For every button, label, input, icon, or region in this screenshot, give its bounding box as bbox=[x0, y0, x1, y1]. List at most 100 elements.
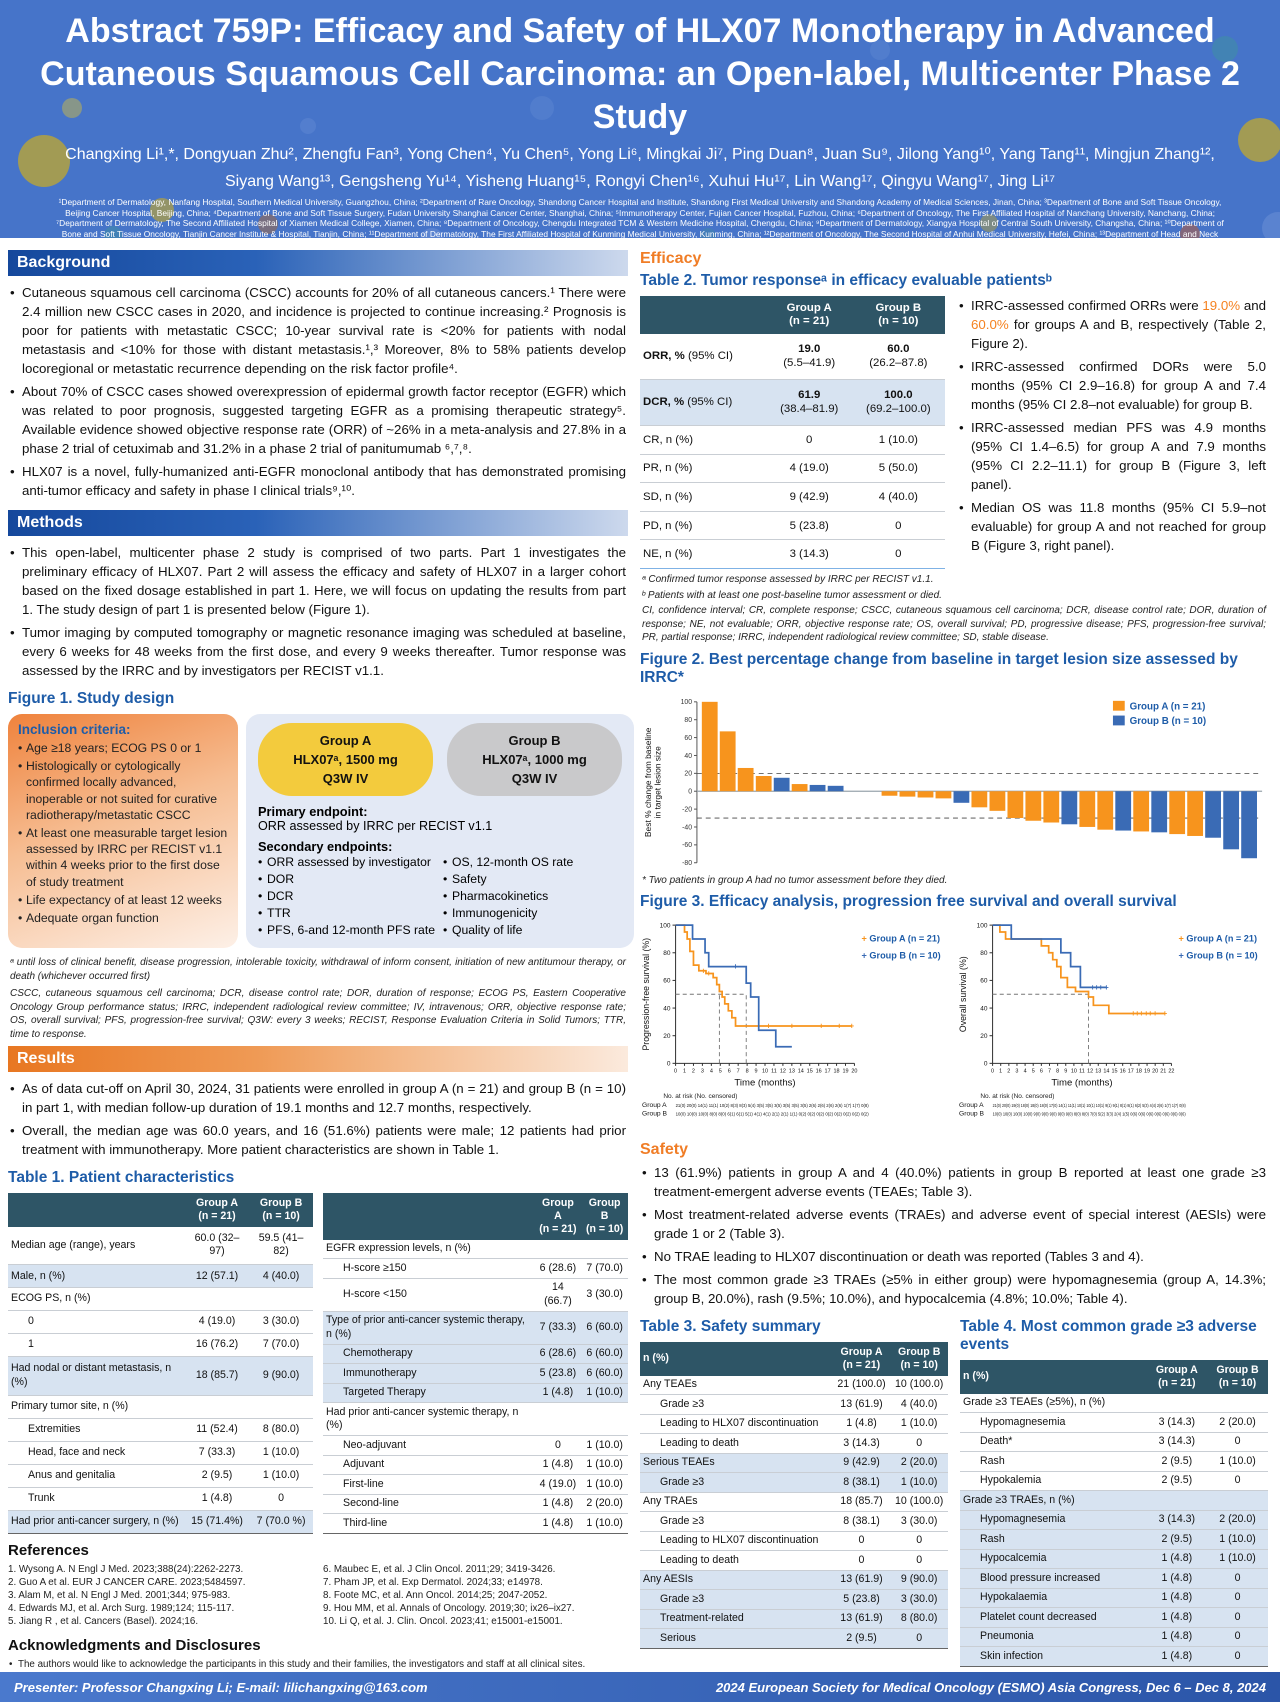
bullet-item: IRRC-assessed median PFS was 4.9 months … bbox=[959, 418, 1266, 494]
svg-text:+: + bbox=[1098, 983, 1103, 992]
safety-tables: Table 3. Safety summary n (%) Group A (n =… bbox=[640, 1318, 1268, 1672]
table-row: Targeted Therapy 1 (4.8) 1 (10.0) bbox=[323, 1383, 628, 1404]
value-cell: 13 (61.9) bbox=[832, 1394, 891, 1415]
value-cell: 8 (80.0) bbox=[890, 1609, 948, 1630]
decorative-dot bbox=[420, 228, 444, 238]
value-cell: 0 bbox=[851, 511, 945, 541]
table-row: Platelet count decreased 1 (4.8) 0 bbox=[960, 1607, 1268, 1628]
svg-text:11: 11 bbox=[1079, 1069, 1085, 1075]
decorative-dot bbox=[104, 226, 122, 238]
table-body: Any TEAEs 21 (100.0) 10 (100.0) Grade ≥3 13 … bbox=[640, 1375, 948, 1649]
median-guides bbox=[992, 993, 1089, 1064]
svg-text:-40: -40 bbox=[682, 824, 692, 831]
value-bold: 19.0 bbox=[798, 343, 821, 356]
column-header: Group B (n = 10) bbox=[1207, 1359, 1268, 1394]
row-label: Second-line bbox=[323, 1494, 535, 1515]
inclusion-criteria-box: Inclusion criteria: Age ≥18 years; ECOG … bbox=[8, 714, 238, 948]
svg-text:17: 17 bbox=[825, 1069, 831, 1075]
value-cell: 6 (60.0) bbox=[581, 1363, 628, 1384]
value-cell: 0 bbox=[766, 425, 852, 455]
svg-text:2: 2 bbox=[692, 1069, 695, 1075]
poster-body: Background Cutaneous squamous cell carci… bbox=[0, 238, 1280, 1672]
row-label: Extremities bbox=[8, 1418, 185, 1442]
value-cell: 1 (4.8) bbox=[534, 1494, 582, 1515]
value-cell: 3 (14.3) bbox=[1146, 1412, 1208, 1433]
table-body: EGFR expression levels, n (%) H-score ≥15… bbox=[323, 1239, 628, 1534]
table-row: ECOG PS, n (%) bbox=[8, 1287, 313, 1312]
bullet-item: HLX07 is a novel, fully-humanized anti-E… bbox=[10, 462, 626, 500]
row-label: Hypomagnesemia bbox=[960, 1510, 1147, 1531]
row-label: First-line bbox=[323, 1474, 535, 1495]
table-row: Pneumonia 1 (4.8) 0 bbox=[960, 1627, 1268, 1648]
table4-column: Table 4. Most common grade ≥3 adverse ev… bbox=[960, 1318, 1268, 1672]
svg-text:19: 19 bbox=[1144, 1069, 1150, 1075]
row-label: Type of prior anti-cancer systemic thera… bbox=[323, 1311, 535, 1345]
table-row: Any TEAEs 21 (100.0) 10 (100.0) bbox=[640, 1375, 948, 1396]
table-row: Third-line 1 (4.8) 1 (10.0) bbox=[323, 1513, 628, 1534]
at-risk-group: Group A bbox=[959, 1102, 984, 1109]
value-cell: 4 (40.0) bbox=[249, 1264, 313, 1289]
bullet-item: OS, 12-month OS rate bbox=[443, 854, 622, 871]
chart-legend: Group A (n = 21) Group B (n = 10) bbox=[1112, 700, 1206, 727]
svg-text:17: 17 bbox=[1128, 1069, 1134, 1075]
at-risk-group: Group B bbox=[642, 1111, 667, 1118]
row-label: EGFR expression levels, n (%) bbox=[323, 1239, 535, 1260]
table-header-row: Group A (n = 21) Group B (n = 10) bbox=[323, 1192, 628, 1240]
table-row: Immunotherapy 5 (23.8) 6 (60.0) bbox=[323, 1363, 628, 1384]
svg-text:5: 5 bbox=[719, 1069, 722, 1075]
svg-text:1: 1 bbox=[683, 1069, 686, 1075]
bullet-item: Adequate organ function bbox=[18, 910, 228, 926]
study-design-box: Group A HLX07ᵃ, 1500 mg Q3W IV Group B H… bbox=[246, 714, 634, 948]
section-heading-methods: Methods bbox=[8, 510, 628, 536]
row-label: NE, n (%) bbox=[640, 539, 767, 569]
table-body: Median age (range), years 60.0 (32–97) 59.… bbox=[8, 1226, 313, 1534]
table-row: Grade ≥3 5 (23.8) 3 (30.0) bbox=[640, 1589, 948, 1610]
value-cell: 8 (38.1) bbox=[832, 1511, 891, 1532]
value-cell: 0 bbox=[1207, 1627, 1268, 1648]
table1-patient-characteristics: Group A (n = 21) Group B (n = 10) Median age… bbox=[8, 1192, 628, 1534]
value-cell: 9 (90.0) bbox=[890, 1570, 948, 1591]
svg-text:4: 4 bbox=[1024, 1069, 1027, 1075]
table3-column: Table 3. Safety summary n (%) Group A (n =… bbox=[640, 1318, 948, 1672]
row-label: ORR, % (95% CI) bbox=[640, 334, 767, 380]
row-label: Serious bbox=[640, 1628, 833, 1649]
value-cell: 4 (19.0) bbox=[534, 1474, 582, 1495]
table-row: Rash 2 (9.5) 1 (10.0) bbox=[960, 1529, 1268, 1550]
row-label: 1 bbox=[8, 1333, 185, 1358]
table1-title: Table 1. Patient characteristics bbox=[8, 1168, 235, 1186]
value-cell: 3 (30.0) bbox=[249, 1310, 313, 1335]
bullet-item: The most common grade ≥3 TRAEs (≥5% in e… bbox=[642, 1270, 1266, 1308]
svg-text:60: 60 bbox=[684, 735, 692, 742]
table-row: EGFR expression levels, n (%) bbox=[323, 1239, 628, 1260]
svg-text:0: 0 bbox=[688, 789, 692, 796]
value-cell: 0 bbox=[1207, 1432, 1268, 1453]
value-cell: 0 bbox=[832, 1531, 891, 1552]
bullet-item: Safety bbox=[443, 871, 622, 888]
svg-text:10: 10 bbox=[762, 1069, 768, 1075]
table-row: Grade ≥3 TEAEs (≥5%), n (%) bbox=[960, 1393, 1268, 1414]
svg-text:60: 60 bbox=[663, 978, 671, 985]
svg-text:100: 100 bbox=[660, 923, 671, 930]
table-row: H-score <150 14 (66.7) 3 (30.0) bbox=[323, 1278, 628, 1312]
value-cell: 0 bbox=[851, 539, 945, 569]
row-label: Neo-adjuvant bbox=[323, 1435, 535, 1456]
efficacy-heading: Efficacy bbox=[640, 250, 702, 267]
table2-tumor-response: Group A (n = 21) Group B (n = 10) ORR, % (95… bbox=[640, 296, 945, 569]
value-cell: 0 bbox=[1207, 1646, 1268, 1667]
bullet-item: TTR bbox=[258, 905, 437, 922]
value-cell: 6 (28.6) bbox=[534, 1258, 582, 1279]
at-risk-group: Group B bbox=[959, 1111, 984, 1118]
value-cell: 13 (61.9) bbox=[832, 1570, 891, 1591]
value-cell: 1 (10.0) bbox=[249, 1464, 313, 1488]
value-cell: 0 bbox=[1207, 1568, 1268, 1589]
table-row: ORR, % (95% CI) 19.0 (5.5–41.9) 60.0 (26.2–8… bbox=[640, 334, 945, 380]
row-label: Had prior anti-cancer surgery, n (%) bbox=[8, 1510, 185, 1534]
header-corner bbox=[640, 296, 767, 334]
table3-safety-summary: n (%) Group A (n = 21) Group B (n = 10) Any T… bbox=[640, 1341, 948, 1649]
table2-title: Table 2. Tumor responseᵃ in efficacy eva… bbox=[640, 272, 1052, 289]
svg-text:0: 0 bbox=[667, 1061, 671, 1068]
figure2-footnote: * Two patients in group A had no tumor a… bbox=[642, 874, 948, 886]
svg-text:12: 12 bbox=[1087, 1069, 1093, 1075]
row-label: Head, face and neck bbox=[8, 1441, 185, 1465]
